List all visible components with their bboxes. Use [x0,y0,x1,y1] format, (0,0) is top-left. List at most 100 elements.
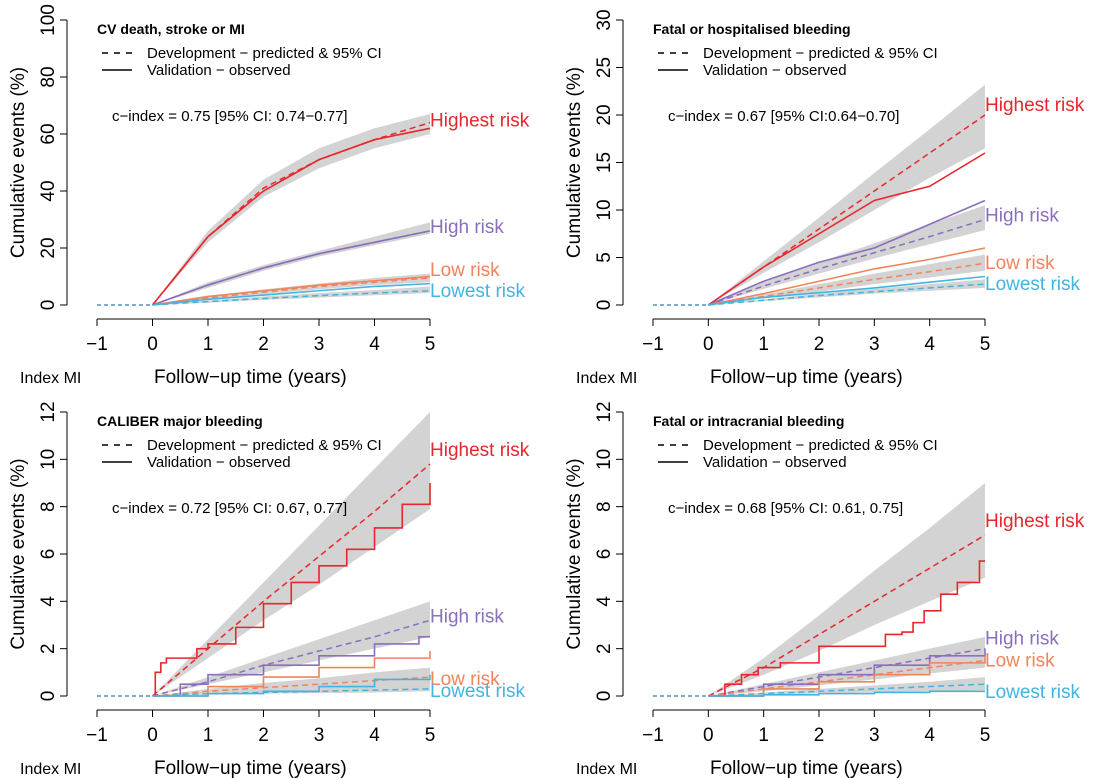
observed-line-1 [152,636,430,697]
y-tick-label: 8 [594,501,615,512]
x-tick-label: 3 [869,334,880,355]
series-label-1: High risk [430,217,504,238]
series-label-3: Lowest risk [430,281,526,302]
legend: Development − predicted & 95% CIValidati… [658,45,938,79]
chart-title: Fatal or hospitalised bleeding [653,21,851,37]
x-tick-label: 5 [425,725,436,746]
axes: −1 0 1 2 3 4 5 0 5 10 15 20 25 30 Cumulative events (%… [564,9,990,388]
ci-band-0 [708,483,985,696]
observed-line-2 [152,275,431,306]
observed-line-1 [708,199,986,306]
x-tick-label: 3 [869,725,880,746]
x-tick-label: −1 [642,725,664,746]
x-tick-label: 4 [369,334,380,355]
y-tick-label: 40 [38,180,59,201]
y-tick-label: 12 [594,401,615,422]
x-tick-label: 4 [924,334,935,355]
predicted-line-2 [152,277,431,306]
x-axis-label: Follow−up time (years) [710,758,903,778]
y-axis-label: Cumulative events (%) [8,458,29,649]
y-tick-label: 4 [38,596,59,607]
x-tick-label: 0 [703,725,714,746]
y-tick-label: 0 [594,300,615,311]
observed-line-0 [707,152,986,306]
ci-band-3 [152,286,430,305]
series-label-1: High risk [985,629,1059,650]
ci-band-2 [708,254,985,305]
x-tick-label: 2 [258,334,269,355]
c-index-annotation: c−index = 0.72 [95% CI: 0.67, 0.77] [112,500,347,517]
x-tick-label: 2 [258,725,269,746]
x-axis-label: Follow−up time (years) [154,367,347,388]
index-mi-label: Index MI [576,370,637,387]
y-tick-label: 25 [594,57,615,78]
ci-band-1 [152,601,430,696]
observed-line-2 [708,655,986,697]
x-tick-label: 2 [814,334,825,355]
predicted-line-3 [152,290,431,306]
x-tick-label: 4 [369,725,380,746]
predicted-line-0 [152,463,431,697]
index-mi-label: Index MI [20,761,81,778]
x-tick-label: 0 [147,725,158,746]
x-tick-label: 0 [147,334,158,355]
y-tick-label: 15 [594,152,615,173]
c-index-annotation: c−index = 0.68 [95% CI: 0.61, 0.75] [668,500,903,517]
legend-dashed-label: Development − predicted & 95% CI [147,45,382,62]
ci-band-3 [708,279,985,305]
legend: Development − predicted & 95% CIValidati… [102,437,382,471]
series-label-0: Highest risk [985,95,1085,116]
series-label-3: Lowest risk [985,274,1081,295]
series-label-1: High risk [985,206,1059,227]
ci-band-1 [152,222,430,305]
legend-solid-label: Validation − observed [147,454,291,471]
legend-dashed-label: Development − predicted & 95% CI [703,45,938,62]
x-tick-label: 5 [425,334,436,355]
y-tick-label: 80 [38,66,59,87]
legend-solid-label: Validation − observed [147,62,291,79]
x-axis-label: Follow−up time (years) [710,367,903,388]
y-axis-label: Cumulative events (%) [564,67,585,258]
x-tick-label: −1 [642,334,664,355]
x-tick-label: 5 [980,725,991,746]
x-tick-label: 5 [980,334,991,355]
x-axis-label: Follow−up time (years) [154,758,347,778]
y-tick-label: 10 [594,449,615,470]
series-label-1: High risk [430,606,504,627]
y-tick-label: 0 [38,300,59,311]
predicted-line-2 [708,659,986,697]
predicted-line-1 [708,218,986,306]
observed-line-1 [152,230,431,306]
chart-title: CV death, stroke or MI [97,21,245,37]
x-tick-label: 1 [203,334,214,355]
series-label-2: Low risk [430,260,500,281]
series-label-2: Low risk [985,253,1055,274]
y-tick-label: 6 [38,549,59,560]
x-tick-label: 2 [814,725,825,746]
y-tick-label: 0 [594,691,615,702]
observed-line-3 [708,690,985,697]
x-tick-label: 3 [314,334,325,355]
observed-line-0 [152,483,431,697]
predicted-line-3 [708,683,986,697]
y-axis-label: Cumulative events (%) [564,458,585,649]
y-tick-label: 10 [38,449,59,470]
predicted-line-0 [707,534,986,697]
axes: −1 0 1 2 3 4 5 0 20 40 60 80 100 Cumulative events (%… [8,4,435,388]
legend: Development − predicted & 95% CIValidati… [658,437,938,471]
legend-solid-label: Validation − observed [703,454,847,471]
y-tick-label: 100 [38,4,59,36]
x-tick-label: 0 [703,334,714,355]
observed-line-2 [152,651,431,697]
y-tick-label: 4 [594,596,615,607]
predicted-line-3 [708,283,986,306]
y-axis-label: Cumulative events (%) [8,67,29,258]
observed-line-2 [708,247,986,306]
legend-solid-label: Validation − observed [703,62,847,79]
y-tick-label: 30 [594,9,615,30]
ci-band-3 [708,677,985,696]
ci-band-2 [152,667,430,696]
